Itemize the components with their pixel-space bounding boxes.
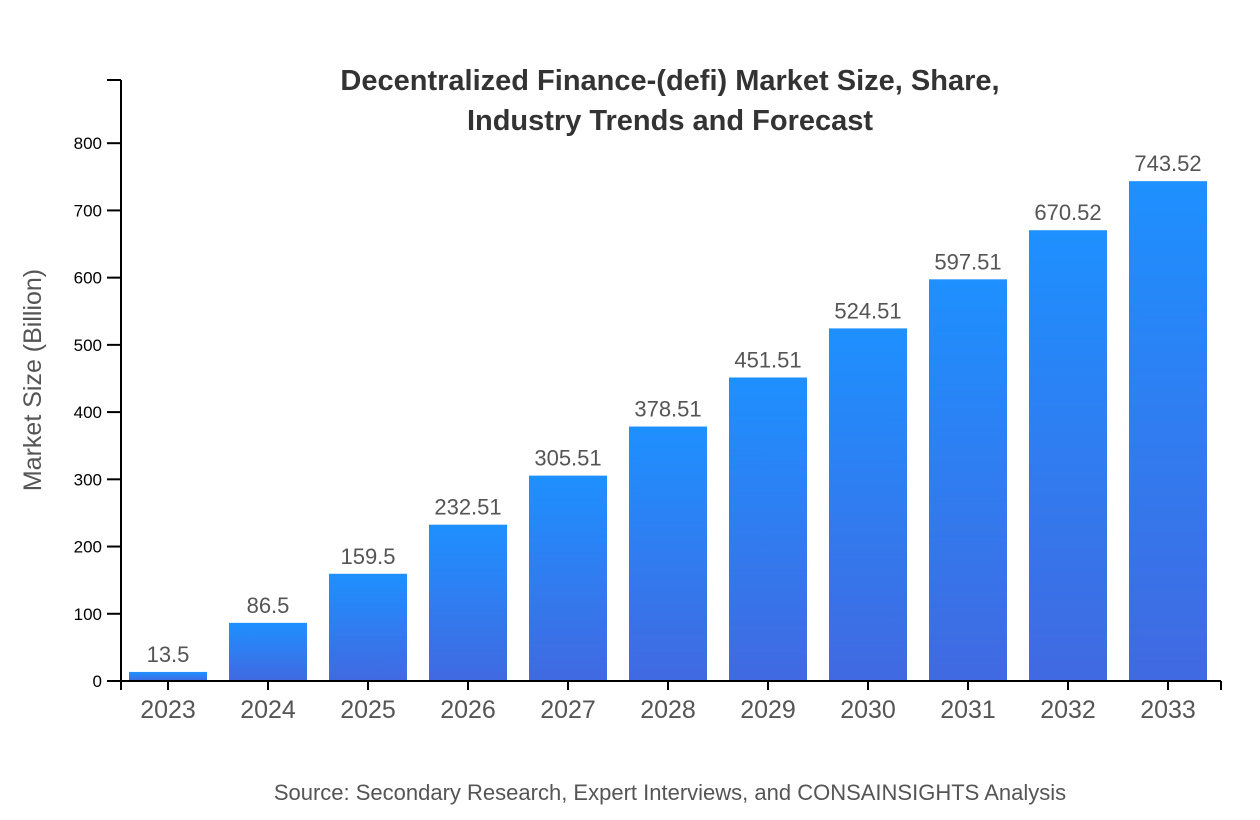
y-tick-label-800: 800 <box>74 134 102 153</box>
source-note: Source: Secondary Research, Expert Inter… <box>274 780 1066 805</box>
y-tick-label-0: 0 <box>93 672 102 691</box>
bar-2023 <box>129 671 207 681</box>
bar-2029 <box>729 377 807 681</box>
y-tick-label-300: 300 <box>74 470 102 489</box>
x-tick-label-2031: 2031 <box>940 696 996 724</box>
bar-2027 <box>529 475 607 681</box>
data-label-2028: 378.51 <box>634 397 701 422</box>
y-tick-label-700: 700 <box>74 201 102 220</box>
y-tick-label-600: 600 <box>74 269 102 288</box>
bar-2032 <box>1029 230 1107 681</box>
x-tick-label-2025: 2025 <box>340 696 396 724</box>
data-label-2029: 451.51 <box>734 347 801 372</box>
x-tick-label-2030: 2030 <box>840 696 896 724</box>
data-label-2027: 305.51 <box>534 446 601 471</box>
y-tick-label-100: 100 <box>74 605 102 624</box>
chart-title-line-2: Industry Trends and Forecast <box>467 105 873 137</box>
x-tick-label-2033: 2033 <box>1140 696 1196 724</box>
y-tick-label-200: 200 <box>74 538 102 557</box>
x-tick-label-2023: 2023 <box>140 696 196 724</box>
data-label-2030: 524.51 <box>834 298 901 323</box>
data-label-2033: 743.52 <box>1134 151 1201 176</box>
data-label-2025: 159.5 <box>340 544 395 569</box>
data-label-2024: 86.5 <box>247 593 290 618</box>
x-tick-label-2028: 2028 <box>640 696 696 724</box>
bar-2024 <box>229 622 307 681</box>
y-tick-label-500: 500 <box>74 336 102 355</box>
chart-title-line-1: Decentralized Finance-(defi) Market Size… <box>340 65 999 97</box>
bar-2030 <box>829 328 907 681</box>
bar-2026 <box>429 524 507 681</box>
data-label-2026: 232.51 <box>434 495 501 520</box>
bar-2031 <box>929 279 1007 681</box>
bar-2025 <box>329 573 407 681</box>
data-label-2032: 670.52 <box>1034 200 1101 225</box>
bar-2028 <box>629 426 707 681</box>
x-tick-label-2024: 2024 <box>240 696 296 724</box>
x-tick-label-2027: 2027 <box>540 696 596 724</box>
x-tick-label-2029: 2029 <box>740 696 796 724</box>
x-tick-label-2026: 2026 <box>440 696 496 724</box>
y-tick-label-400: 400 <box>74 403 102 422</box>
data-label-2031: 597.51 <box>934 249 1001 274</box>
x-tick-label-2032: 2032 <box>1040 696 1096 724</box>
y-axis-label: Market Size (Billion) <box>19 269 47 491</box>
data-label-2023: 13.5 <box>147 642 190 667</box>
bar-2033 <box>1129 181 1207 681</box>
